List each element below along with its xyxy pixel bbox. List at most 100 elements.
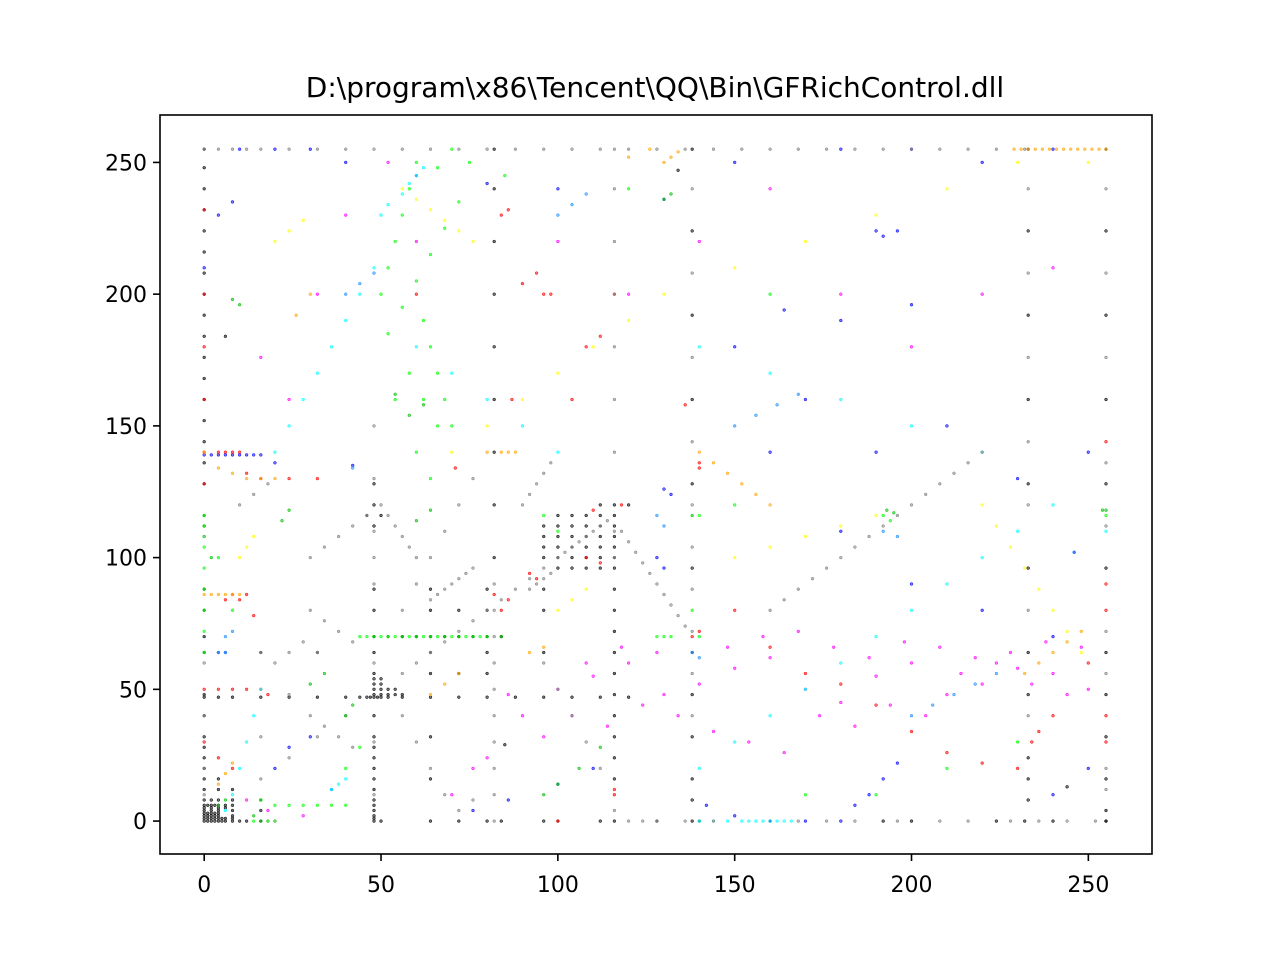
data-point-8-143 — [336, 534, 341, 539]
data-point-3-67 — [1051, 634, 1055, 639]
data-point-0-254 — [1026, 798, 1030, 802]
data-point-0-78 — [372, 787, 376, 792]
data-point-2-37 — [421, 397, 426, 402]
data-point-6-3 — [223, 592, 228, 597]
y-tick-label: 150 — [105, 415, 147, 440]
data-point-8-162 — [443, 587, 447, 591]
data-point-8-112 — [244, 147, 249, 151]
data-point-4-64 — [556, 819, 560, 823]
data-point-9-34 — [598, 745, 602, 749]
data-point-0-129 — [379, 682, 383, 686]
data-point-8-171 — [386, 513, 390, 518]
data-point-1-59 — [287, 397, 291, 402]
data-point-8-3 — [492, 740, 496, 744]
data-point-1-33 — [655, 650, 659, 655]
data-point-1-19 — [676, 714, 680, 718]
data-point-0-234 — [612, 735, 617, 739]
data-point-8-185 — [619, 529, 624, 533]
data-point-8-201 — [782, 598, 786, 602]
data-point-8-26 — [287, 692, 291, 697]
data-point-0-115 — [570, 695, 574, 699]
data-point-2-77 — [503, 173, 507, 178]
data-point-2-29 — [450, 424, 454, 428]
data-point-8-145 — [365, 513, 369, 518]
data-point-1-56 — [980, 292, 984, 296]
data-point-8-193 — [676, 613, 680, 618]
data-point-8-189 — [648, 571, 652, 576]
data-point-5-17 — [407, 181, 411, 186]
data-point-0-229 — [492, 239, 496, 244]
data-point-2-11 — [435, 634, 440, 639]
data-point-0-233 — [612, 756, 617, 760]
data-point-2-13 — [450, 634, 454, 639]
data-point-0-271 — [690, 566, 694, 570]
data-point-6-25 — [1090, 147, 1094, 151]
data-point-9-42 — [414, 519, 419, 523]
data-point-6-35 — [1019, 147, 1023, 151]
data-point-6-41 — [1023, 671, 1027, 676]
data-point-0-3 — [213, 819, 217, 823]
data-point-1-28 — [994, 661, 999, 665]
data-point-8-127 — [655, 147, 659, 151]
data-point-0-269 — [690, 692, 694, 697]
data-point-8-13 — [372, 582, 376, 586]
data-point-6-7 — [216, 466, 221, 470]
data-point-2-7 — [407, 634, 411, 639]
data-point-8-115 — [315, 147, 320, 151]
data-point-6-26 — [1083, 147, 1087, 151]
data-point-8-161 — [435, 592, 440, 597]
data-point-2-30 — [386, 332, 390, 336]
data-point-5-27 — [372, 266, 376, 270]
data-point-4-34 — [549, 292, 553, 296]
data-point-0-160 — [372, 587, 376, 591]
data-point-0-239 — [612, 629, 617, 634]
data-point-0-217 — [202, 250, 206, 254]
data-point-7-37 — [768, 545, 772, 549]
data-point-5-32 — [556, 450, 560, 454]
data-point-8-7 — [492, 634, 496, 639]
data-point-2-1 — [365, 634, 369, 639]
data-point-5-31 — [520, 424, 525, 428]
data-point-0-196 — [598, 513, 602, 518]
data-point-0-103 — [365, 695, 369, 699]
data-point-3-7 — [202, 453, 206, 457]
data-point-6-5 — [237, 592, 242, 597]
data-point-8-182 — [542, 577, 546, 581]
data-point-8-211 — [924, 492, 928, 497]
data-point-4-24 — [266, 692, 270, 697]
data-point-3-11 — [202, 266, 206, 270]
data-point-3-17 — [344, 160, 348, 165]
data-point-0-79 — [202, 777, 206, 781]
data-point-6-11 — [273, 476, 277, 481]
data-point-5-43 — [803, 687, 808, 691]
data-point-8-210 — [909, 503, 914, 507]
data-point-7-18 — [1051, 608, 1055, 612]
data-point-4-41 — [683, 403, 687, 407]
data-point-8-135 — [881, 147, 885, 151]
data-point-9-1 — [1100, 508, 1105, 512]
data-point-7-38 — [803, 534, 808, 539]
data-point-0-223 — [492, 555, 496, 560]
data-point-0-267 — [690, 777, 694, 781]
data-point-5-48 — [980, 555, 984, 560]
data-point-0-124 — [372, 687, 376, 691]
data-point-2-27 — [435, 371, 440, 375]
data-point-4-16 — [223, 598, 228, 602]
data-point-4-56 — [1086, 661, 1090, 665]
data-point-8-52 — [471, 798, 475, 802]
data-point-7-5 — [626, 318, 631, 323]
data-point-4-75 — [598, 561, 602, 565]
data-point-6-16 — [754, 492, 758, 497]
data-point-1-23 — [817, 714, 822, 718]
data-point-0-250 — [1104, 397, 1108, 402]
data-point-1-27 — [959, 671, 963, 676]
data-point-0-63 — [209, 803, 213, 807]
data-point-0-248 — [1104, 566, 1108, 570]
data-point-8-79 — [1026, 271, 1030, 275]
data-point-7-10 — [945, 187, 949, 191]
data-point-0-272 — [690, 482, 694, 486]
data-point-2-38 — [435, 424, 440, 428]
data-point-1-39 — [902, 640, 907, 644]
data-point-0-275 — [690, 229, 694, 233]
data-point-1-1 — [591, 674, 595, 678]
